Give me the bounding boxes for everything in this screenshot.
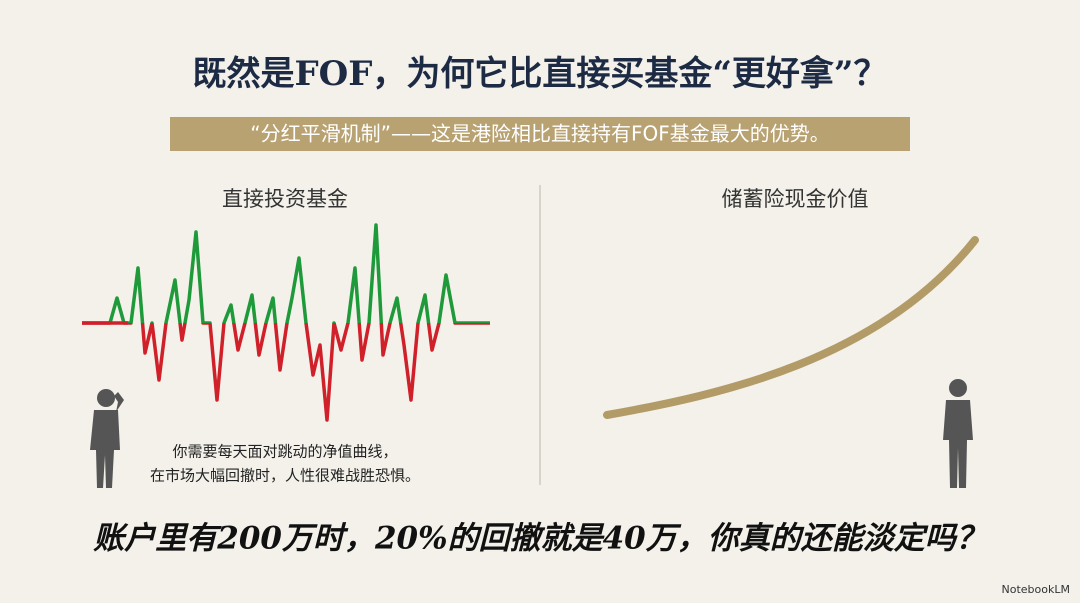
subtitle-banner xyxy=(170,117,910,151)
title: 既然是FOF，为何它比直接买基金“更好拿”？ xyxy=(192,54,887,94)
right-heading: 储蓄险现金价值 xyxy=(722,187,869,211)
caption-line: 你需要每天面对跳动的净值曲线， xyxy=(172,443,397,461)
zigzag-red xyxy=(82,323,490,422)
caption-line: 在市场大幅回撤时，人性很难战胜恐惧。 xyxy=(150,467,420,485)
worried-figure xyxy=(90,389,124,488)
subtitle: “分红平滑机制”——这是港险相比直接持有FOF基金最大的优势。 xyxy=(250,122,829,146)
question: 账户里有200万时，20%的回撤就是40万，你真的还能淡定吗？ xyxy=(93,521,986,557)
smooth-curve xyxy=(603,236,979,419)
brand: NotebookLM xyxy=(1002,583,1070,596)
zigzag-green xyxy=(82,223,490,323)
calm-figure xyxy=(943,379,973,488)
volatile-line xyxy=(82,223,490,422)
left-heading: 直接投资基金 xyxy=(222,187,348,211)
